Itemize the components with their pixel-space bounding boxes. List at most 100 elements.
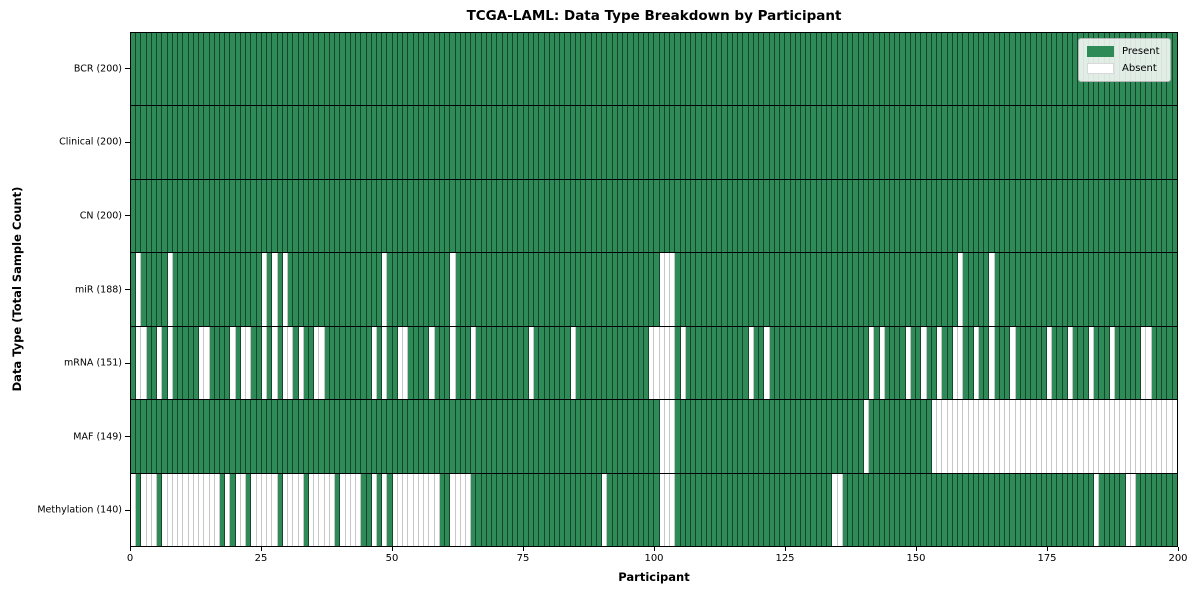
matrix-cell bbox=[931, 253, 938, 326]
matrix-cell bbox=[952, 326, 959, 400]
x-tick-label: 200 bbox=[1168, 553, 1188, 564]
matrix-cell bbox=[246, 179, 252, 253]
matrix-cell bbox=[785, 400, 791, 473]
matrix-cell bbox=[471, 253, 477, 326]
matrix-cell bbox=[670, 400, 676, 473]
matrix-cell bbox=[952, 106, 959, 179]
matrix-cell bbox=[486, 473, 493, 546]
matrix-cell bbox=[853, 106, 859, 179]
matrix-cell bbox=[774, 473, 781, 546]
matrix-cell bbox=[502, 253, 508, 326]
matrix-cell bbox=[848, 473, 854, 546]
matrix-cell bbox=[267, 106, 273, 179]
matrix-cell bbox=[439, 253, 446, 326]
matrix-cell bbox=[1067, 400, 1074, 473]
matrix-cell bbox=[565, 326, 571, 400]
matrix-cell bbox=[607, 179, 613, 253]
matrix-cell bbox=[298, 473, 304, 546]
matrix-cell bbox=[146, 106, 152, 179]
matrix-cell bbox=[314, 106, 320, 179]
matrix-cell bbox=[869, 326, 875, 400]
matrix-cell bbox=[806, 33, 812, 106]
matrix-cell bbox=[869, 106, 875, 179]
matrix-cell bbox=[952, 253, 959, 326]
matrix-cell bbox=[1041, 473, 1048, 546]
matrix-cell bbox=[685, 400, 692, 473]
matrix-cell bbox=[842, 400, 849, 473]
matrix-cell bbox=[743, 400, 749, 473]
matrix-cell bbox=[136, 33, 142, 106]
matrix-cell bbox=[958, 179, 964, 253]
matrix-cell bbox=[413, 179, 419, 253]
matrix-cell bbox=[811, 326, 817, 400]
matrix-cell bbox=[1031, 253, 1037, 326]
matrix-cell bbox=[219, 33, 226, 106]
matrix-cell bbox=[199, 473, 205, 546]
matrix-cell bbox=[340, 473, 346, 546]
matrix-cell bbox=[267, 33, 273, 106]
matrix-cell bbox=[1109, 253, 1116, 326]
matrix-cell bbox=[481, 400, 487, 473]
matrix-cell bbox=[926, 33, 932, 106]
matrix-cell bbox=[628, 106, 634, 179]
matrix-cell bbox=[994, 253, 1000, 326]
matrix-cell bbox=[984, 253, 990, 326]
x-tick-label: 150 bbox=[906, 553, 926, 564]
matrix-cell bbox=[199, 326, 205, 400]
matrix-cell bbox=[795, 106, 801, 179]
matrix-cell bbox=[1062, 253, 1068, 326]
matrix-cell bbox=[466, 400, 472, 473]
matrix-cell bbox=[371, 400, 378, 473]
matrix-cell bbox=[607, 106, 613, 179]
matrix-cell bbox=[759, 33, 765, 106]
matrix-cell bbox=[335, 33, 341, 106]
matrix-cell bbox=[497, 106, 503, 179]
matrix-cell bbox=[1115, 473, 1121, 546]
matrix-cell bbox=[727, 473, 733, 546]
matrix-cell bbox=[821, 106, 828, 179]
matrix-cell bbox=[471, 179, 477, 253]
matrix-cell bbox=[607, 253, 613, 326]
matrix-cell bbox=[507, 106, 514, 179]
matrix-cell bbox=[209, 33, 215, 106]
matrix-cell bbox=[356, 473, 362, 546]
matrix-cell bbox=[303, 326, 309, 400]
matrix-cell bbox=[1141, 326, 1147, 400]
matrix-cell bbox=[492, 106, 498, 179]
matrix-cell bbox=[256, 179, 262, 253]
matrix-cell bbox=[575, 473, 582, 546]
x-tick-mark bbox=[522, 547, 524, 551]
x-tick-mark bbox=[391, 547, 393, 551]
matrix-cell bbox=[999, 473, 1006, 546]
matrix-cell bbox=[209, 253, 215, 326]
matrix-cell bbox=[853, 179, 859, 253]
matrix-cell bbox=[377, 106, 383, 179]
matrix-cell bbox=[324, 400, 330, 473]
matrix-cell bbox=[575, 33, 582, 106]
matrix-cell bbox=[329, 106, 336, 179]
matrix-cell bbox=[240, 253, 247, 326]
matrix-cell bbox=[910, 473, 917, 546]
matrix-cell bbox=[434, 253, 440, 326]
matrix-cell bbox=[382, 106, 388, 179]
matrix-cell bbox=[340, 400, 346, 473]
matrix-cell bbox=[1062, 473, 1068, 546]
matrix-cell bbox=[895, 33, 901, 106]
matrix-cell bbox=[984, 400, 990, 473]
matrix-cell bbox=[1026, 400, 1032, 473]
matrix-cell bbox=[544, 106, 550, 179]
matrix-cell bbox=[905, 400, 911, 473]
matrix-cell bbox=[774, 33, 781, 106]
matrix-cell bbox=[806, 106, 812, 179]
matrix-cell bbox=[1172, 253, 1177, 326]
matrix-cell bbox=[696, 473, 702, 546]
matrix-cell bbox=[895, 400, 901, 473]
matrix-cell bbox=[764, 326, 770, 400]
matrix-cell bbox=[413, 473, 419, 546]
matrix-cell bbox=[1062, 33, 1068, 106]
matrix-cell bbox=[612, 253, 618, 326]
matrix-cell bbox=[403, 400, 409, 473]
matrix-cell bbox=[858, 253, 864, 326]
matrix-cell bbox=[502, 473, 508, 546]
matrix-cell bbox=[183, 33, 189, 106]
